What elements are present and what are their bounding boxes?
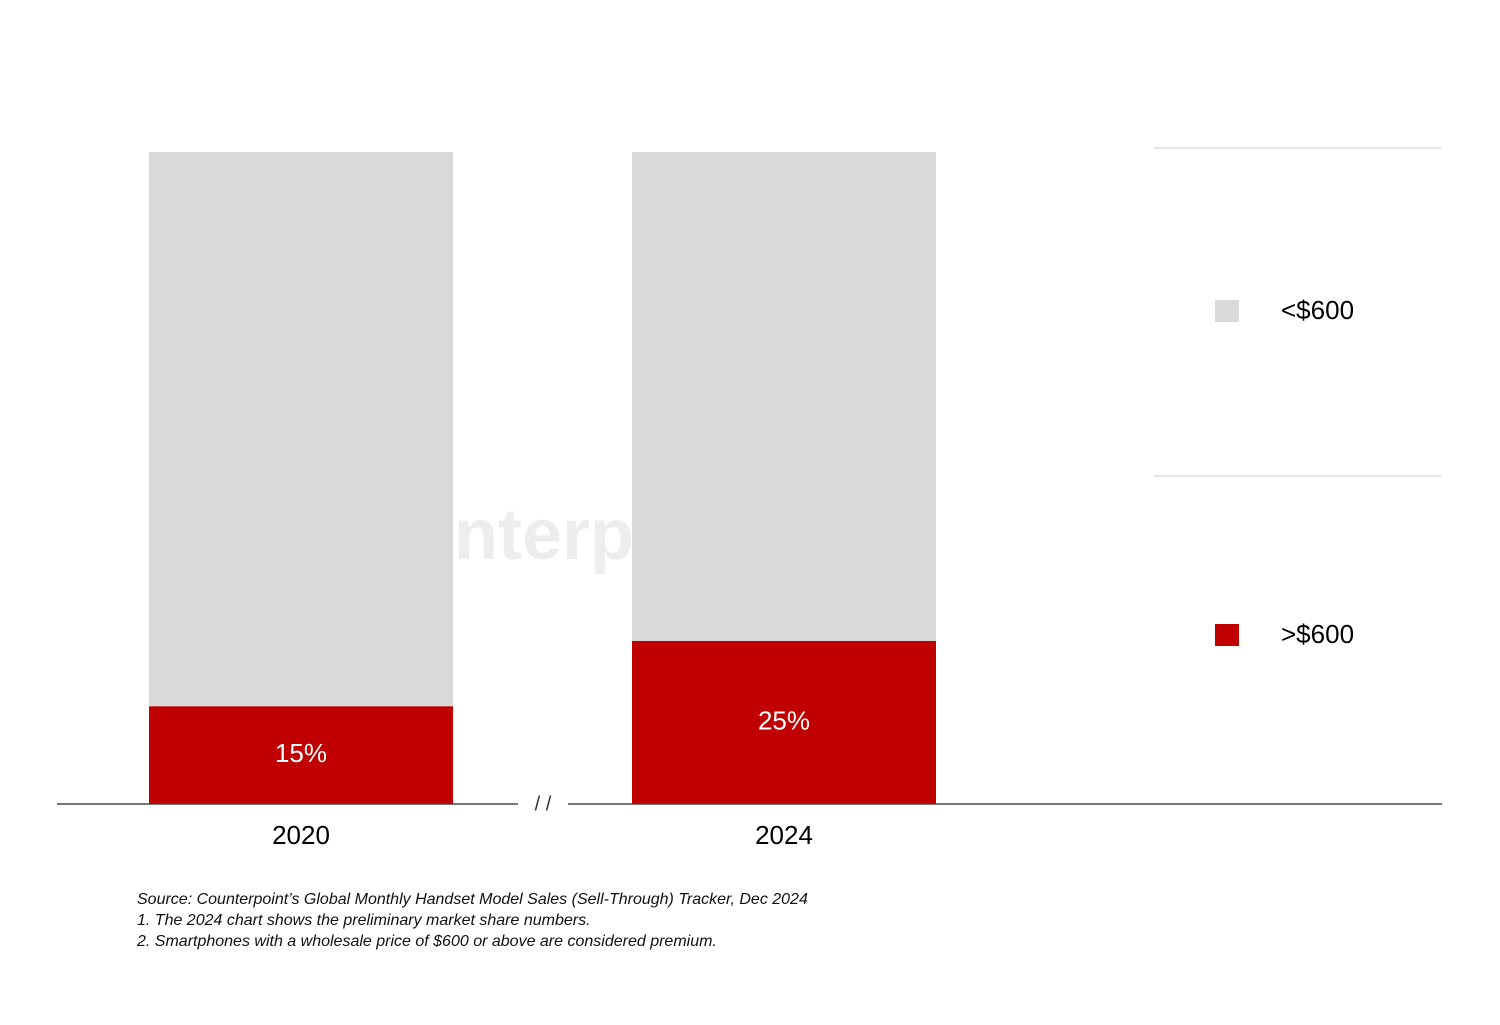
data-label: 25% [758, 705, 810, 735]
footnote: 2. Smartphones with a wholesale price of… [136, 933, 717, 950]
bar-segment [632, 641, 936, 804]
data-label: 15% [275, 738, 327, 768]
bar-segment [149, 706, 453, 804]
legend-swatch [1215, 300, 1239, 322]
legend-label: <$600 [1281, 295, 1354, 325]
legend-swatch [1215, 624, 1239, 646]
bar-segment [149, 152, 453, 707]
source-note: Source: Counterpoint’s Global Monthly Ha… [137, 891, 808, 908]
x-tick-label: 2024 [755, 820, 813, 850]
footnote: 1. The 2024 chart shows the preliminary … [137, 912, 591, 929]
bar-segment [632, 152, 936, 641]
legend-label: >$600 [1281, 619, 1354, 649]
x-tick-label: 2020 [272, 820, 330, 850]
axis-break: / / [535, 793, 552, 815]
